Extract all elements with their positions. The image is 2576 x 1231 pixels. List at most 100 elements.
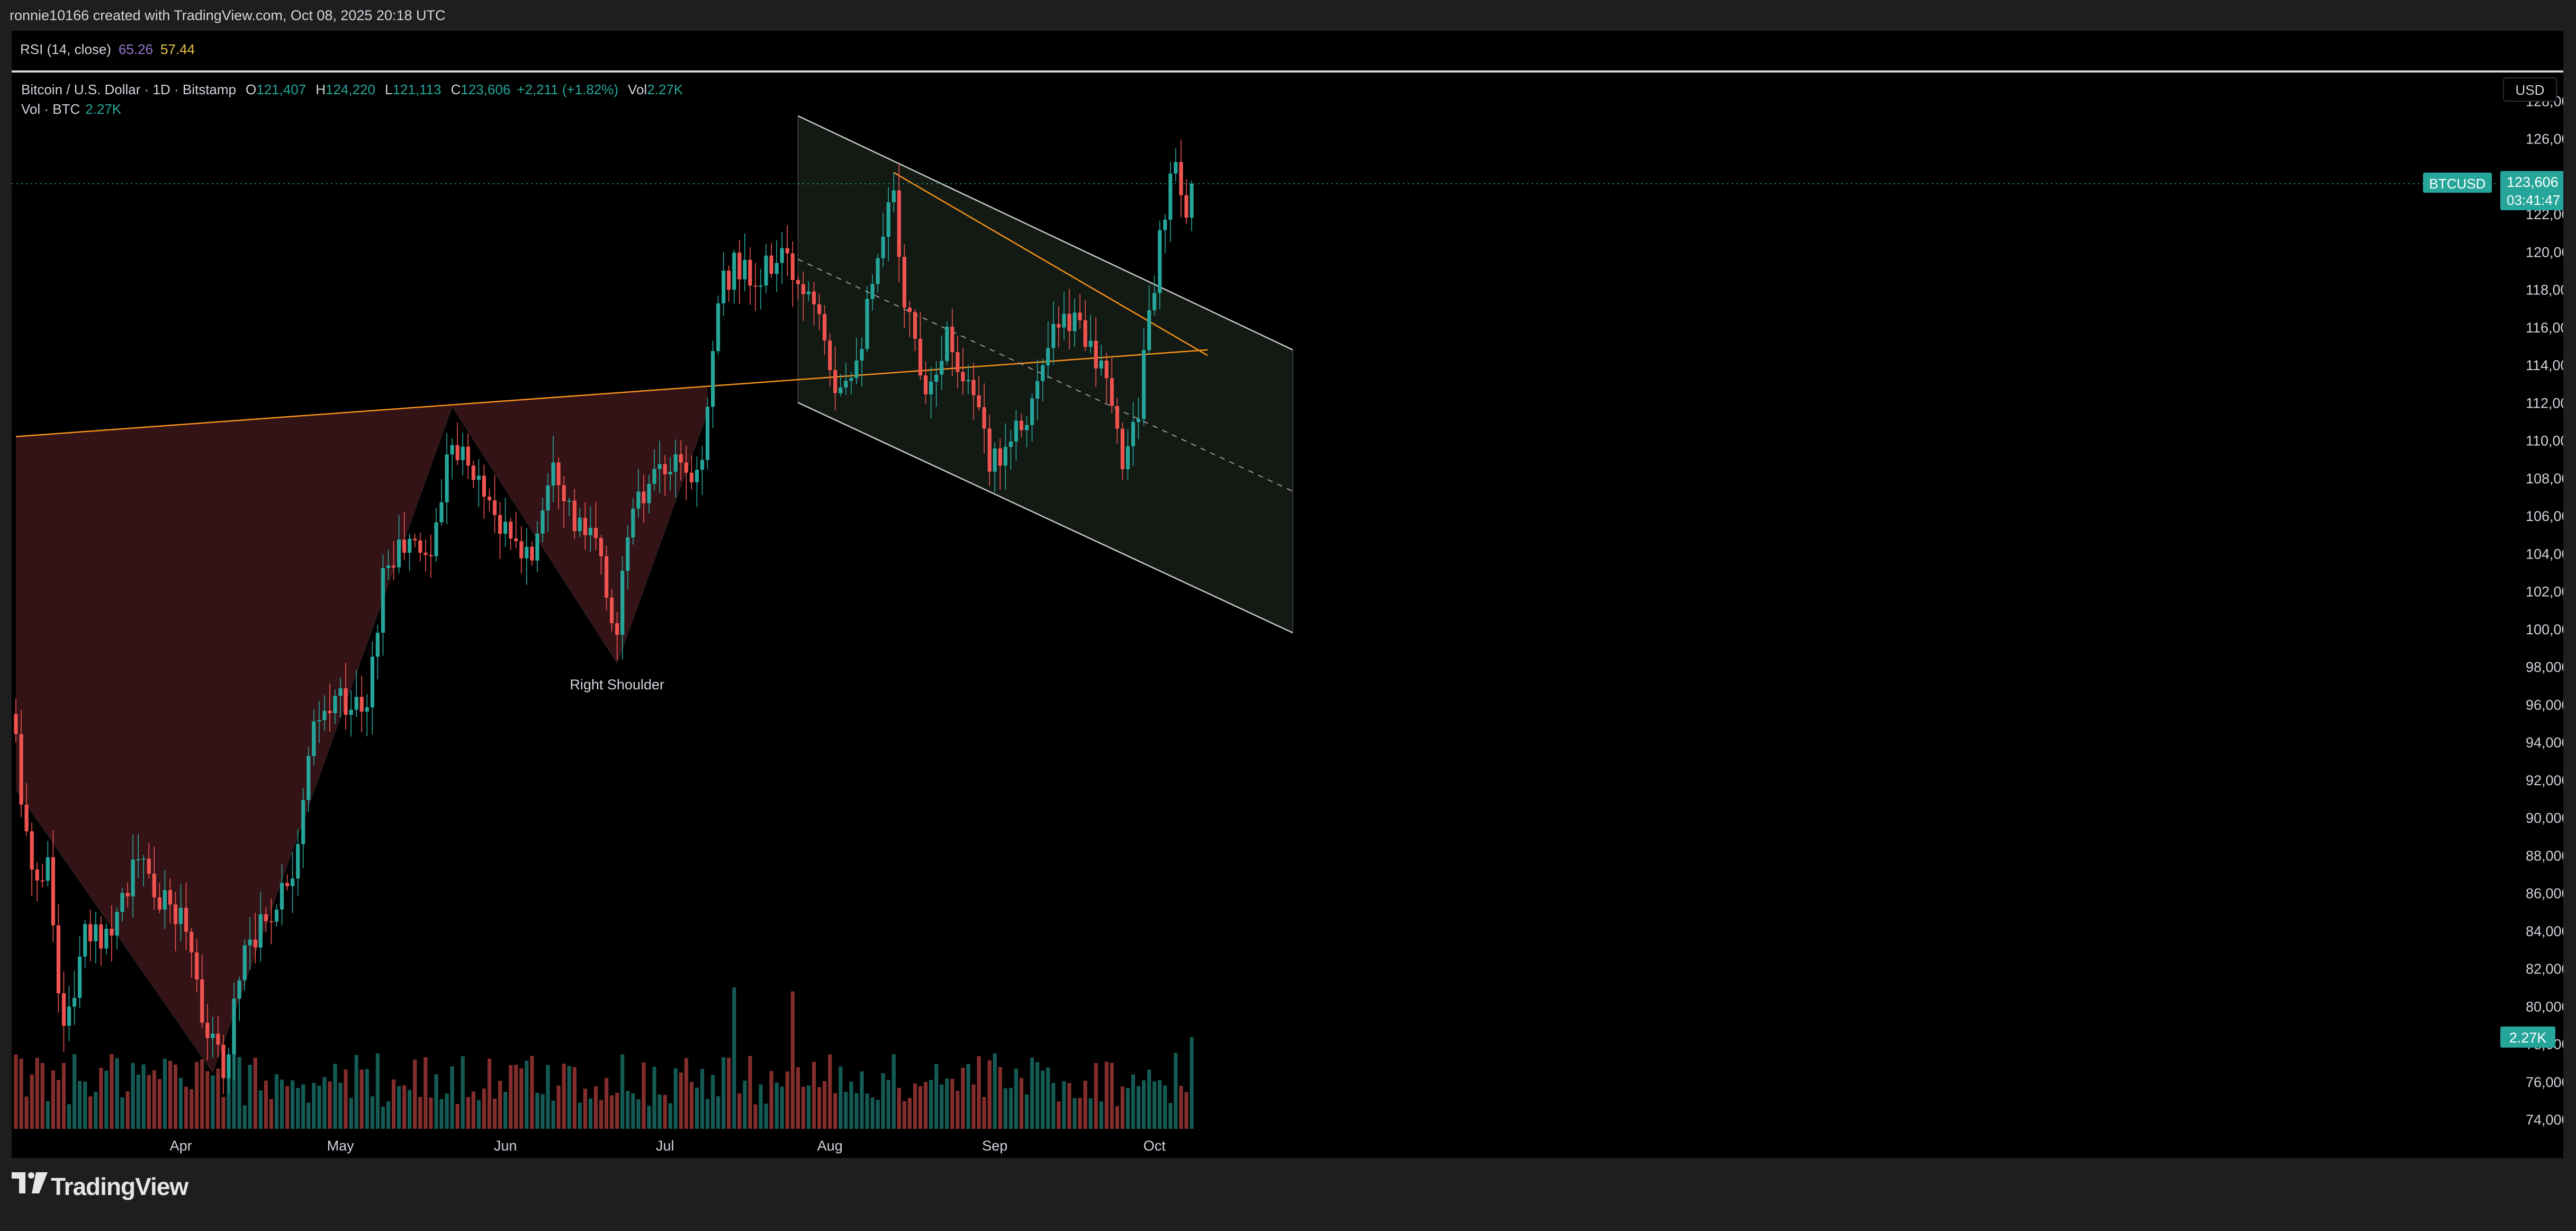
- candle-body: [663, 464, 667, 474]
- volume-bar: [971, 1084, 976, 1129]
- volume-bar: [291, 1080, 295, 1129]
- candle-body: [184, 907, 188, 932]
- volume-bar: [248, 1064, 252, 1129]
- candle-body: [418, 540, 422, 553]
- volume-bar: [1163, 1085, 1167, 1129]
- symbol-price-tag-label: BTCUSD: [2429, 176, 2486, 192]
- volume-bar: [157, 1079, 161, 1129]
- candle-body: [408, 538, 412, 553]
- volume-bar: [583, 1089, 587, 1129]
- candle-body: [673, 454, 678, 472]
- candle-body: [439, 502, 444, 523]
- candle-body: [56, 925, 60, 993]
- candle-body: [924, 375, 928, 394]
- candle-body: [73, 998, 77, 1007]
- right-shoulder-label: Right Shoulder: [570, 677, 664, 693]
- volume-bar: [934, 1064, 939, 1129]
- volume-bar: [657, 1094, 662, 1129]
- candle-body: [1137, 419, 1141, 423]
- rsi-pane[interactable]: RSI (14, close) 65.26 57.44: [12, 31, 2563, 70]
- volume-bar: [870, 1097, 875, 1129]
- candle-body: [971, 380, 976, 396]
- volume-bar: [88, 1096, 93, 1129]
- volume-bar: [205, 1071, 210, 1129]
- candle-body: [876, 258, 880, 284]
- volume-bar: [99, 1067, 103, 1129]
- volume-bar: [333, 1064, 337, 1129]
- volume-bar: [120, 1097, 124, 1129]
- candle-body: [1088, 340, 1093, 347]
- candle-body: [812, 291, 816, 304]
- candle-body: [796, 280, 800, 284]
- volume-bar: [774, 1082, 779, 1129]
- volume-bar: [328, 1081, 332, 1129]
- candle-body: [120, 893, 124, 912]
- volume-bar: [322, 1077, 327, 1129]
- volume-bar: [593, 1086, 598, 1129]
- candle-body: [1179, 162, 1183, 195]
- candle-body: [652, 469, 656, 484]
- price-tick-label: 82,000: [2526, 961, 2563, 977]
- volume-bar: [1142, 1080, 1146, 1129]
- volume-bar: [221, 1097, 226, 1129]
- volume-bar: [147, 1075, 151, 1129]
- candle-body: [934, 374, 939, 382]
- volume-bar: [30, 1074, 34, 1129]
- candle-body: [1174, 162, 1178, 174]
- volume-bar: [131, 1063, 135, 1129]
- candle-body: [99, 924, 103, 949]
- candle-body: [636, 491, 641, 509]
- volume-bar: [642, 1062, 646, 1129]
- symbol-title: Bitcoin / U.S. Dollar · 1D · Bitstamp: [21, 82, 236, 97]
- volume-bar: [354, 1055, 358, 1129]
- volume-bar: [1046, 1067, 1050, 1129]
- candle-body: [1057, 324, 1061, 328]
- candle-body: [854, 360, 859, 378]
- candle-body: [94, 924, 98, 941]
- time-tick-label: Jul: [656, 1138, 674, 1154]
- volume-bar: [519, 1068, 524, 1129]
- candle-body: [647, 483, 651, 504]
- ohlc-row: Bitcoin / U.S. Dollar · 1D · Bitstamp O12…: [21, 80, 683, 100]
- candle-body: [365, 707, 369, 712]
- volume-bar: [663, 1094, 667, 1129]
- volume-bar: [1014, 1068, 1018, 1129]
- candle-body: [785, 248, 789, 254]
- volume-bar: [152, 1070, 156, 1129]
- candle-body: [413, 538, 417, 541]
- candle-body: [945, 326, 949, 361]
- volume-bar: [748, 1056, 752, 1129]
- volume-bar: [471, 1091, 475, 1129]
- candle-body: [583, 517, 587, 535]
- volume-bar: [546, 1065, 550, 1129]
- candle-body: [296, 844, 300, 879]
- candle-body: [1024, 425, 1029, 430]
- volume-bar: [769, 1071, 773, 1129]
- candle-body: [679, 454, 683, 463]
- candle-body: [956, 352, 960, 372]
- candle-body: [839, 388, 843, 393]
- candle-body: [940, 361, 944, 375]
- candle-body: [860, 349, 864, 361]
- candle-body: [333, 696, 337, 713]
- volume-bar: [429, 1098, 433, 1129]
- pane-separator[interactable]: [12, 70, 2563, 73]
- candle-body: [487, 497, 492, 500]
- candle-body: [104, 929, 109, 949]
- candle-body: [849, 378, 853, 381]
- volume-bar: [296, 1088, 300, 1129]
- volume-bar: [1073, 1098, 1077, 1129]
- candle-body: [1115, 406, 1119, 429]
- volume-bar: [732, 987, 736, 1129]
- candle-body: [684, 462, 688, 473]
- volume-bar: [94, 1092, 98, 1129]
- candle-body: [716, 303, 720, 351]
- volume-bar: [466, 1097, 470, 1129]
- volume-bar: [806, 1085, 811, 1129]
- price-tick-label: 86,000: [2526, 886, 2563, 902]
- price-chart[interactable]: Right Shoulder74,00076,00078,00080,00082…: [12, 73, 2563, 1158]
- candle-body: [466, 446, 470, 466]
- candle-body: [61, 993, 66, 1026]
- candle-body: [1003, 447, 1007, 466]
- main-chart-pane[interactable]: Right Shoulder74,00076,00078,00080,00082…: [12, 73, 2563, 1158]
